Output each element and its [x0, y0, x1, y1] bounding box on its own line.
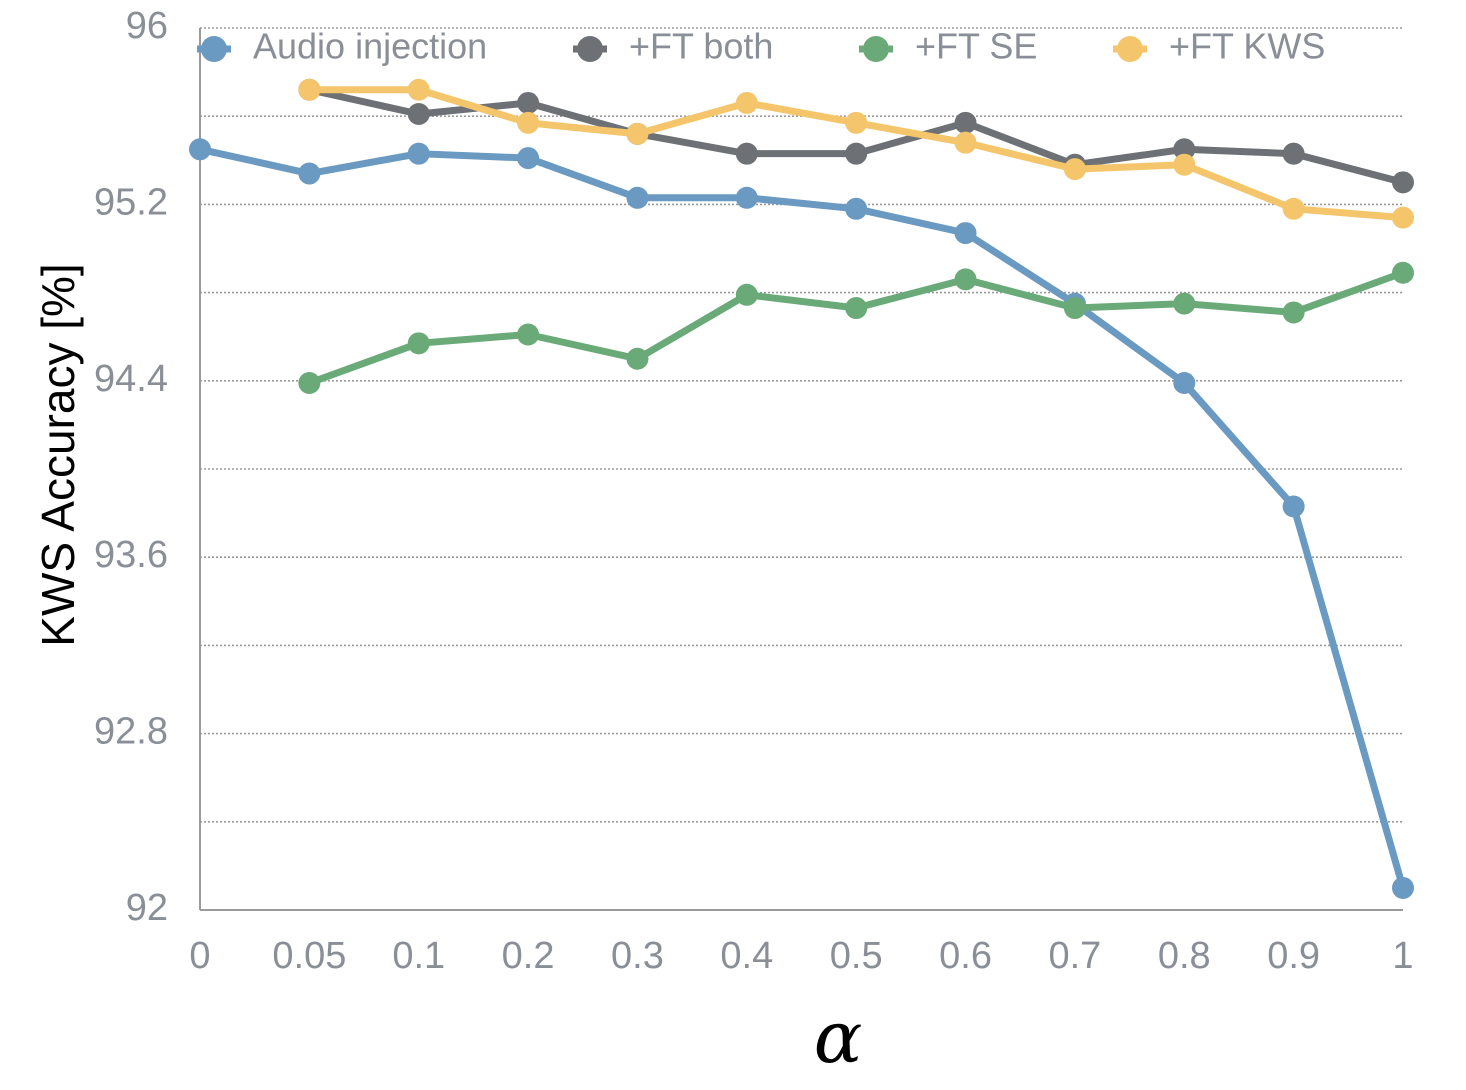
y-tick-label: 94.4 [94, 358, 168, 400]
data-point-ft-se [735, 283, 758, 306]
data-point-audio-injection [1173, 372, 1196, 395]
x-tick-label: 0 [189, 935, 210, 977]
data-point-ft-kws [298, 78, 321, 101]
y-tick-label: 92 [126, 887, 168, 929]
data-point-ft-both [845, 142, 868, 165]
data-point-ft-both [517, 91, 540, 114]
x-tick-label: 0.7 [1048, 935, 1101, 977]
data-point-audio-injection [1392, 876, 1414, 899]
x-tick-label: 0.05 [272, 935, 346, 977]
data-point-ft-kws [1063, 158, 1086, 181]
data-point-ft-both [735, 142, 758, 165]
y-tick-labels: 92 92.8 93.6 94.4 95.2 96 [94, 5, 168, 929]
x-tick-label: 0.4 [720, 935, 773, 977]
series-ft-se [298, 261, 1414, 395]
x-tick-label: 0.9 [1267, 935, 1320, 977]
legend-label: Audio injection [253, 26, 487, 67]
data-point-ft-both [954, 111, 977, 134]
x-tick-labels: 0 0.05 0.1 0.2 0.3 0.4 0.5 0.6 0.7 0.8 0.9 1 [189, 935, 1413, 977]
legend-swatch-marker [1117, 36, 1143, 62]
legend-label: +FT KWS [1169, 26, 1325, 67]
series-line-audio-injection [196, 145, 1407, 892]
data-point-ft-kws [626, 122, 649, 145]
data-point-ft-se [298, 372, 321, 395]
x-tick-label: 0.3 [611, 935, 664, 977]
x-tick-label: 0.8 [1158, 935, 1211, 977]
data-point-ft-kws [735, 91, 758, 114]
series-line-ft-se [305, 269, 1407, 387]
data-point-ft-both [1173, 138, 1196, 161]
y-axis-label: KWS Accuracy [%] [32, 263, 84, 646]
data-point-audio-injection [517, 147, 540, 170]
y-tick-label: 92.8 [94, 711, 168, 753]
x-tick-label: 0.5 [830, 935, 883, 977]
legend-swatch-marker [863, 36, 889, 62]
data-point-ft-se [1392, 261, 1414, 284]
legend-item-ft-kws: +FT KWS [1113, 26, 1325, 67]
data-point-ft-se [517, 323, 540, 346]
data-point-audio-injection [954, 222, 977, 245]
y-tick-label: 95.2 [94, 181, 168, 223]
x-tick-label: 1 [1392, 935, 1413, 977]
series-audio-injection [189, 138, 1414, 899]
x-axis-label: α [814, 995, 863, 1079]
data-point-ft-kws [954, 131, 977, 154]
data-point-audio-injection [845, 197, 868, 220]
legend: Audio injection +FT both +FT SE +FT KWS [197, 26, 1325, 67]
series-ft-kws [298, 78, 1414, 229]
data-point-ft-se [626, 347, 649, 370]
legend-label: +FT both [629, 26, 773, 67]
legend-label: +FT SE [915, 26, 1037, 67]
data-point-ft-se [407, 332, 430, 355]
series-ft-both [298, 78, 1414, 194]
data-point-ft-kws [845, 111, 868, 134]
data-point-ft-kws [1173, 153, 1196, 176]
legend-item-ft-se: +FT SE [859, 26, 1037, 67]
x-tick-label: 0.1 [392, 935, 445, 977]
data-point-ft-se [1173, 292, 1196, 315]
legend-item-audio-injection: Audio injection [197, 26, 487, 67]
data-point-ft-kws [1392, 206, 1414, 229]
data-point-ft-kws [407, 78, 430, 101]
data-point-ft-both [1392, 171, 1414, 194]
y-tick-label: 93.6 [94, 534, 168, 576]
data-point-ft-both [1282, 142, 1305, 165]
data-point-audio-injection [626, 186, 649, 209]
y-tick-label: 96 [126, 5, 168, 47]
axes [199, 28, 1403, 911]
data-point-ft-se [954, 268, 977, 291]
series-group [189, 78, 1414, 899]
x-tick-label: 0.2 [502, 935, 555, 977]
data-point-ft-both [407, 102, 430, 125]
data-point-ft-se [1063, 297, 1086, 320]
data-point-ft-kws [517, 111, 540, 134]
data-point-audio-injection [298, 162, 321, 185]
x-tick-label: 0.6 [939, 935, 992, 977]
legend-swatch-marker [201, 36, 227, 62]
data-point-audio-injection [1282, 495, 1305, 518]
data-point-audio-injection [189, 138, 211, 161]
data-point-ft-se [1282, 301, 1305, 324]
legend-item-ft-both: +FT both [573, 26, 773, 67]
data-point-ft-se [845, 297, 868, 320]
data-point-audio-injection [407, 142, 430, 165]
data-point-ft-kws [1282, 197, 1305, 220]
data-point-audio-injection [735, 186, 758, 209]
legend-swatch-marker [577, 36, 603, 62]
